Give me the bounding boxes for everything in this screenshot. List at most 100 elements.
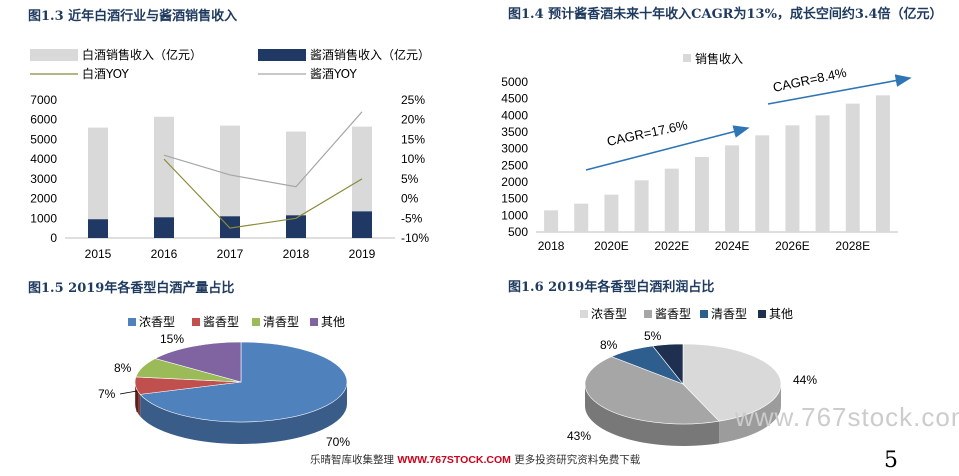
bar-revenue — [634, 180, 649, 232]
cagr-label-2: CAGR=8.4% — [772, 65, 849, 95]
bar-revenue — [815, 115, 830, 232]
line-baijiu-yoy — [163, 158, 363, 229]
bar-baijiu-revenue — [352, 126, 372, 238]
cagr-arrow-2 — [767, 74, 912, 105]
legend-swatch-0 — [30, 49, 78, 61]
y-left-tick-label: 0 — [50, 231, 57, 245]
pie-value-label-0: 44% — [793, 373, 817, 387]
legend-label-3: 其他 — [769, 307, 793, 321]
x-tick-label: 2017 — [217, 247, 244, 261]
pie-slice-其他 — [154, 341, 242, 383]
pie-slice-酱香型 — [584, 356, 720, 425]
legend-swatch-1 — [258, 49, 306, 61]
fig14-title: 图1.4 预计酱香酒未来十年收入CAGR为13%，成长空间约3.4倍（亿元） — [508, 7, 943, 22]
bar-revenue — [875, 95, 890, 232]
x-tick-label: 2024E — [715, 239, 750, 253]
x-tick-label: 2016 — [151, 247, 178, 261]
chart-fig16: 浓香型 酱香型 清香型 其他 44% 43% 8% 5% — [567, 306, 817, 447]
legend-label: 销售收入 — [695, 51, 743, 66]
y-right-tick-label: -5% — [401, 211, 423, 225]
bar-revenue — [604, 194, 619, 232]
footer: 乐晴智库收集整理 WWW.767STOCK.COM 更多投资研究资料免费下载 — [310, 452, 640, 467]
legend-label-2: 清香型 — [263, 315, 299, 329]
y-right-tick-label: -10% — [401, 231, 429, 245]
legend-swatch-3 — [758, 310, 766, 318]
pie-side-1 — [135, 382, 141, 417]
legend-label-1: 酱香型 — [655, 306, 691, 321]
footer-suffix: 更多投资研究资料免费下载 — [510, 454, 641, 466]
fig13-title: 图1.3 近年白酒行业与酱酒销售收入 — [28, 9, 238, 24]
watermark-text: www.767stock.com — [735, 402, 959, 432]
pie-value-label-2: 8% — [114, 361, 132, 375]
legend-swatch-2 — [700, 310, 708, 318]
y-right-tick-label: 10% — [401, 152, 425, 166]
y-left-tick-label: 4000 — [30, 152, 57, 166]
pie-value-label-1: 7% — [98, 387, 116, 401]
y-tick-label: 4500 — [501, 92, 528, 106]
pie-leader-7pct — [119, 390, 138, 412]
bar-revenue — [725, 145, 740, 232]
y-tick-label: 2500 — [501, 158, 528, 172]
bar-revenue — [694, 157, 709, 232]
footer-link[interactable]: WWW.767STOCK.COM — [397, 454, 511, 466]
legend-label-1: 酱酒销售收入（亿元） — [310, 47, 430, 62]
bar-baijiu-revenue — [286, 131, 306, 238]
y-left-tick-label: 7000 — [30, 93, 57, 107]
line-jiangjiu-yoy — [163, 111, 363, 188]
pie-slice-其他 — [652, 343, 684, 385]
legend-swatch-1 — [192, 318, 200, 326]
footer-prefix: 乐晴智库收集整理 — [310, 454, 398, 466]
bar-baijiu-revenue — [154, 116, 174, 238]
cagr-arrow-1 — [585, 125, 750, 171]
x-tick-label: 2018 — [538, 239, 565, 253]
chart-fig14: 销售收入 500 1000 1500 2000 2500 3000 3500 4000 4500 5… — [501, 51, 912, 253]
y-left-tick-label: 1000 — [30, 211, 57, 225]
y-tick-label: 2000 — [501, 175, 528, 189]
bar-revenue — [785, 125, 800, 232]
bar-baijiu-revenue — [220, 125, 240, 238]
y-right-tick-label: 0% — [401, 192, 419, 206]
bar-revenue — [755, 135, 770, 232]
legend-label-0: 浓香型 — [591, 307, 627, 321]
legend-label-2: 清香型 — [711, 307, 747, 321]
legend-swatch-1 — [644, 310, 652, 318]
pie-slice-浓香型 — [682, 343, 782, 422]
y-right-tick-label: 15% — [401, 132, 425, 146]
y-right-tick-label: 5% — [401, 172, 419, 186]
chart-fig13: 白酒销售收入（亿元） 酱酒销售收入（亿元） 白酒YOY 酱酒YOY 0 1000 2000 3… — [30, 47, 430, 261]
y-left-tick-label: 6000 — [30, 113, 57, 127]
legend-swatch-0 — [580, 310, 588, 318]
fig16-title: 图1.6 2019年各香型白酒利润占比 — [508, 280, 715, 295]
bar-jiangjiu-revenue — [286, 215, 306, 238]
bar-jiangjiu-revenue — [88, 219, 108, 238]
x-tick-label: 2022E — [654, 239, 689, 253]
x-tick-label: 2026E — [775, 239, 810, 253]
y-tick-label: 5000 — [501, 75, 528, 89]
legend-swatch-0 — [128, 318, 136, 326]
legend-label-2: 白酒YOY — [82, 66, 129, 81]
y-right-tick-label: 20% — [401, 113, 425, 127]
y-tick-label: 500 — [508, 225, 528, 239]
pie-slice-浓香型 — [139, 341, 348, 423]
cagr-label-1: CAGR=17.6% — [606, 117, 690, 149]
chart-fig15: 浓香型 酱香型 清香型 其他 70% 7% 8% 15% — [98, 314, 350, 449]
legend-label-0: 浓香型 — [139, 315, 175, 329]
x-tick-label: 2018 — [283, 247, 310, 261]
bar-revenue — [664, 168, 679, 232]
y-tick-label: 1500 — [501, 192, 528, 206]
legend-label-3: 酱酒YOY — [310, 66, 357, 81]
bar-jiangjiu-revenue — [352, 211, 372, 238]
bar-baijiu-revenue — [88, 127, 108, 238]
x-tick-label: 2019 — [349, 247, 376, 261]
fig15-title: 图1.5 2019年各香型白酒产量占比 — [28, 281, 235, 296]
pie-side-0 — [140, 382, 347, 444]
legend-label-3: 其他 — [321, 315, 345, 329]
legend-label-1: 酱香型 — [203, 314, 239, 329]
y-tick-label: 3000 — [501, 142, 528, 156]
legend-swatch — [683, 54, 691, 62]
bar-revenue — [544, 210, 559, 232]
bar-revenue — [845, 103, 860, 233]
y-right-tick-label: 25% — [401, 93, 425, 107]
page-number: 5 — [884, 448, 898, 473]
